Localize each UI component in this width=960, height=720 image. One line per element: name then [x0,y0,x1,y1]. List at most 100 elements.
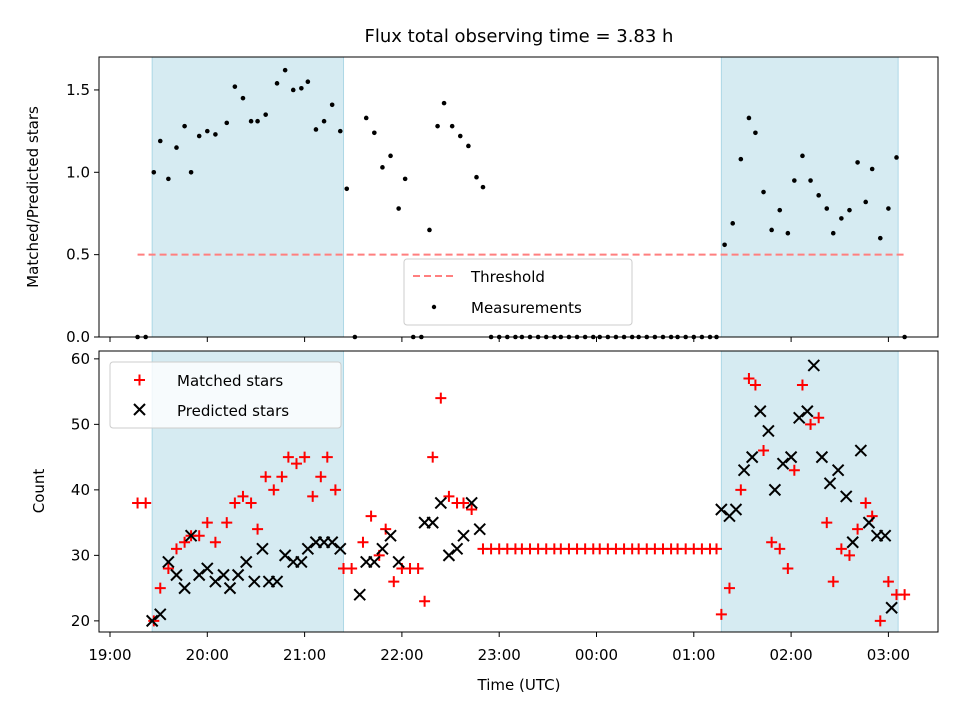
measurement-point [800,153,805,159]
matched-star-point [276,471,288,483]
predicted-star-point [823,477,837,490]
y-tick-label: 20 [71,612,90,630]
predicted-star-point [384,529,397,542]
predicted-star-point [793,411,806,425]
predicted-star-point [442,549,456,562]
measurement-point [855,160,860,165]
predicted-star-point [729,503,743,516]
matched-star-point [237,490,249,502]
measurement-point [388,153,393,159]
measurements-legend-label: Measurements [471,299,582,317]
matched-star-point [140,497,152,509]
matched-stars-series [132,373,911,627]
matched-star-point [388,576,400,588]
predicted-star-point [768,483,782,497]
predicted-stars-series [145,359,898,628]
predicted-star-point [353,588,366,601]
count-legend-box [109,361,342,429]
matched-star-point [209,536,221,548]
measurement-point [769,227,774,233]
matched-star-point [827,576,839,588]
measurement-point [480,184,486,190]
measurement-point [305,79,311,85]
measurement-point [213,132,218,137]
predicted-star-point [170,568,183,582]
matched-star-point [170,543,182,555]
measurement-point [196,133,202,139]
matched-star-point [299,451,311,463]
measurement-point [730,221,736,226]
x-tick-label: 23:00 [478,646,521,664]
matched-star-point [346,562,358,574]
y-tick-label: 40 [71,481,90,499]
matched-star-point [874,615,886,627]
y-tick-label: 50 [71,415,90,433]
matched-star-point [458,497,470,509]
predicted-star-point [878,529,892,542]
measurement-point [344,186,350,192]
measurement-point [282,67,288,73]
measurement-point [182,123,187,129]
count-y-axis-label: Count [30,469,48,514]
measurement-point [380,165,385,170]
x-tick-label: 02:00 [769,646,812,664]
ratio-x-axis [109,337,889,342]
measurement-point [363,115,369,121]
matched-star-point [774,543,786,555]
predicted-star-point [854,444,868,457]
observing-window [720,350,899,633]
matched-star-point [245,497,257,509]
matched-star-point [466,504,478,516]
matched-star-point [766,536,778,548]
predicted-star-point [217,568,230,582]
observing-window [720,56,899,338]
predicted-star-point [301,542,315,556]
matched-star-point [758,445,770,457]
measurement-point [329,102,335,108]
y-tick-label: 60 [71,350,90,368]
measurement-point [435,123,440,129]
predicted-star-point [762,424,775,438]
measurement-point [290,87,296,93]
predicted-star-point [715,503,728,516]
y-tick-label: 0.0 [66,328,90,346]
predicted-star-point [473,522,486,536]
x-tick-label: 00:00 [575,646,618,664]
matched-star-point [419,595,431,607]
matched-star-point [252,523,264,535]
measurement-point [240,95,246,101]
x-tick-label: 20:00 [186,646,229,664]
matched-star-point [860,497,872,509]
measurement-point [157,138,163,144]
x-tick-label: 19:00 [88,646,131,664]
matched-star-point [882,576,894,588]
y-tick-label: 1.5 [66,81,90,99]
measurement-point [839,216,844,221]
measurement-point [466,143,471,149]
count-panel: 20 30 40 50 60 19:00 20:00 21:00 22:00 23:00 00:0… [30,350,939,694]
measurement-point [863,199,868,205]
matched-star-point [162,562,174,574]
matched-star-point [229,497,241,509]
ratio-y-axis-label: Matched/Predicted stars [24,106,42,288]
matched-star-point [899,589,911,601]
ratio-panel-frame [98,56,939,338]
matched-star-point [743,373,755,385]
ratio-panel: 0.0 0.5 1.0 1.5 Matched/Predicted stars Thr… [24,56,939,346]
measurement-point [761,189,766,195]
predicted-star-point [840,490,853,503]
ratio-legend: Threshold Measurements [403,258,633,326]
measurement-point [449,123,455,129]
matched-star-point [723,582,735,594]
measurement-point [372,130,377,136]
x-axis-label: Time (UTC) [477,676,561,694]
measurement-point [441,100,447,106]
measurement-point [869,166,875,172]
predicted-star-point [745,450,759,464]
matched-star-point [782,562,794,574]
predicted-star-point [392,555,405,569]
measurement-point [777,207,783,213]
ratio-y-axis: 0.0 0.5 1.0 1.5 [66,81,99,346]
measurement-point [427,227,432,233]
